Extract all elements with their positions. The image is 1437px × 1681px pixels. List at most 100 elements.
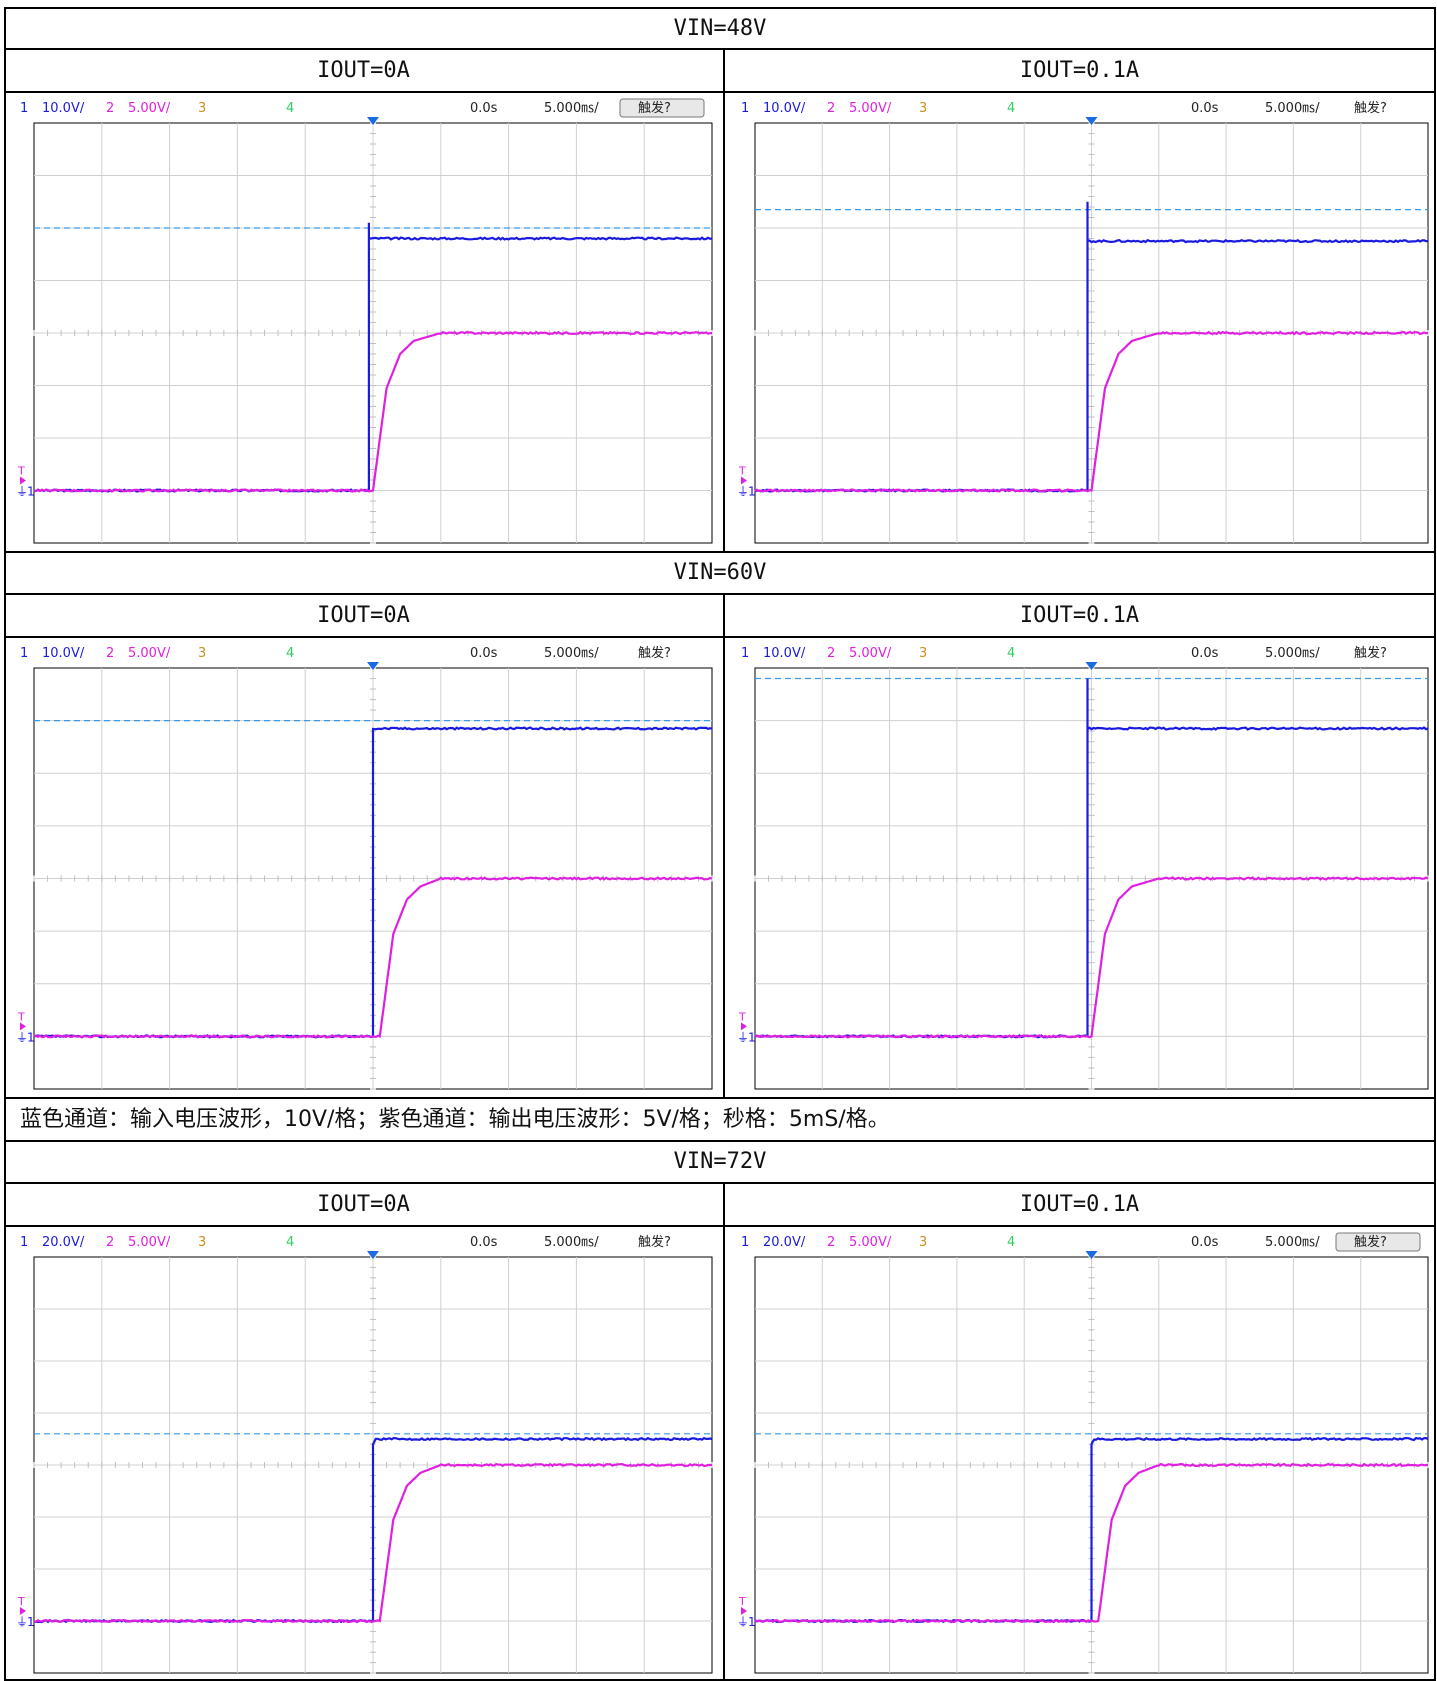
trigger-status: 触发?: [1354, 1234, 1387, 1250]
ch2-output-voltage-trace: [33, 1462, 712, 1624]
table-rule: [4, 1225, 1436, 1227]
scope-panel: 1 20.0V/2 5.00V/3 4 0.0s 5.000㎳/触发?T⏚1: [16, 1234, 713, 1674]
table-rule: [4, 48, 1436, 50]
trigger-position-marker: [367, 1251, 379, 1259]
time-offset: 0.0s: [470, 101, 498, 116]
trigger-position-marker: [1085, 117, 1098, 125]
trigger-level-arrow: [20, 476, 26, 485]
ch1-scale: 20.0V/: [763, 1235, 806, 1250]
ch1-ground-marker: 1: [27, 1030, 35, 1044]
trigger-button: [1335, 1232, 1421, 1252]
table-column-divider: [723, 48, 725, 553]
scope-panel: 1 10.0V/2 5.00V/3 4 0.0s 5.000㎳/触发?T⏚1: [16, 645, 713, 1090]
ch3-label: 3: [198, 1235, 206, 1250]
table-rule: [4, 91, 1436, 93]
ch2-scale: 5.00V/: [849, 646, 892, 661]
trigger-level-arrow: [741, 1022, 747, 1031]
trigger-status: 触发?: [638, 100, 671, 116]
table-rule: [4, 593, 1436, 595]
ch1-label: 1: [20, 1235, 28, 1250]
scope-panel: 1 10.0V/2 5.00V/3 4 0.0s 5.000㎳/触发?T⏚1: [737, 645, 1429, 1090]
ch2-label: 2: [827, 646, 835, 661]
scope-panel: 1 10.0V/2 5.00V/3 4 0.0s 5.000㎳/触发?T⏚1: [16, 98, 713, 544]
ch2-label: 2: [106, 646, 114, 661]
channel-legend-note: 蓝色通道：输入电压波形，10V/格；紫色通道：输出电压波形：5V/格；秒格：5m…: [20, 1107, 890, 1132]
table-border-right: [1434, 7, 1436, 1681]
iout-0.1a-title: IOUT=0.1A: [1019, 58, 1140, 83]
ch3-label: 3: [919, 101, 927, 116]
trigger-level-label: T: [17, 465, 25, 478]
table-column-divider: [723, 593, 725, 1099]
ch2-output-voltage-trace: [33, 876, 713, 1039]
time-offset: 0.0s: [470, 646, 498, 661]
vin-72-title: VIN=72V: [673, 1149, 767, 1174]
trigger-level-arrow: [741, 1607, 747, 1615]
table-column-divider: [723, 1182, 725, 1681]
table-border-left: [4, 7, 6, 1681]
time-scale: 5.000㎳/: [1265, 101, 1320, 116]
ch2-output-voltage-trace: [33, 330, 713, 493]
ground-icon: ⏚: [16, 485, 28, 499]
vin-48-title: VIN=48V: [673, 16, 767, 41]
scope-panel: 1 10.0V/2 5.00V/3 4 0.0s 5.000㎳/触发?T⏚1: [737, 100, 1429, 544]
ch1-ground-marker: 1: [748, 1030, 756, 1044]
ch1-scale: 20.0V/: [42, 1235, 85, 1250]
table-rule: [4, 1182, 1436, 1184]
iout-0a-title: IOUT=0A: [317, 1192, 410, 1217]
ch1-input-voltage-trace: [34, 1436, 713, 1624]
ch3-label: 3: [198, 101, 206, 116]
ch2-scale: 5.00V/: [128, 101, 171, 116]
ch4-label: 4: [1007, 101, 1015, 116]
scope-panel: 1 20.0V/2 5.00V/3 4 0.0s 5.000㎳/触发?T⏚1: [737, 1232, 1429, 1674]
trigger-status: 触发?: [638, 645, 671, 661]
time-offset: 0.0s: [1191, 646, 1219, 661]
table-rule: [4, 551, 1436, 553]
ch4-label: 4: [1007, 1235, 1015, 1250]
time-offset: 0.0s: [470, 1235, 498, 1250]
ch1-scale: 10.0V/: [763, 101, 806, 116]
table-rule: [4, 1097, 1436, 1099]
trigger-level-label: T: [17, 1010, 25, 1023]
time-scale: 5.000㎳/: [544, 646, 599, 661]
ch1-label: 1: [20, 646, 28, 661]
ch1-label: 1: [741, 1235, 749, 1250]
ch3-label: 3: [198, 646, 206, 661]
trigger-level-label: T: [17, 1595, 25, 1608]
ch1-scale: 10.0V/: [42, 646, 85, 661]
table-rule: [4, 636, 1436, 638]
ground-icon: ⏚: [737, 1030, 749, 1044]
time-offset: 0.0s: [1191, 1235, 1219, 1250]
ch4-label: 4: [286, 101, 294, 116]
ch1-label: 1: [741, 646, 749, 661]
ch1-ground-marker: 1: [27, 1615, 35, 1629]
trigger-position-marker: [367, 117, 379, 125]
trigger-position-marker: [1085, 662, 1098, 670]
trigger-level-arrow: [20, 1607, 26, 1615]
time-scale: 5.000㎳/: [544, 1235, 599, 1250]
ch2-output-voltage-trace: [754, 1462, 1428, 1624]
table-border-top: [4, 7, 1436, 9]
ch2-output-voltage-trace: [754, 330, 1429, 493]
trigger-level-arrow: [20, 1022, 26, 1031]
ch4-label: 4: [1007, 646, 1015, 661]
table-rule: [4, 1140, 1436, 1142]
time-scale: 5.000㎳/: [1265, 646, 1320, 661]
ch1-ground-marker: 1: [748, 485, 756, 499]
trigger-position-marker: [1085, 1251, 1098, 1259]
ch1-label: 1: [741, 101, 749, 116]
ch2-scale: 5.00V/: [128, 646, 171, 661]
table-border-bottom: [4, 1679, 1436, 1681]
ch2-label: 2: [106, 101, 114, 116]
trigger-status: 触发?: [1354, 645, 1387, 661]
trigger-level-label: T: [738, 1010, 746, 1023]
ch2-output-voltage-trace: [754, 876, 1429, 1039]
ground-icon: ⏚: [737, 1615, 749, 1629]
ch2-scale: 5.00V/: [849, 1235, 892, 1250]
ch2-scale: 5.00V/: [849, 101, 892, 116]
ch2-label: 2: [827, 101, 835, 116]
trigger-level-arrow: [741, 476, 747, 485]
iout-0.1a-title: IOUT=0.1A: [1019, 603, 1140, 628]
ch1-ground-marker: 1: [27, 485, 35, 499]
ch1-ground-marker: 1: [748, 1615, 756, 1629]
